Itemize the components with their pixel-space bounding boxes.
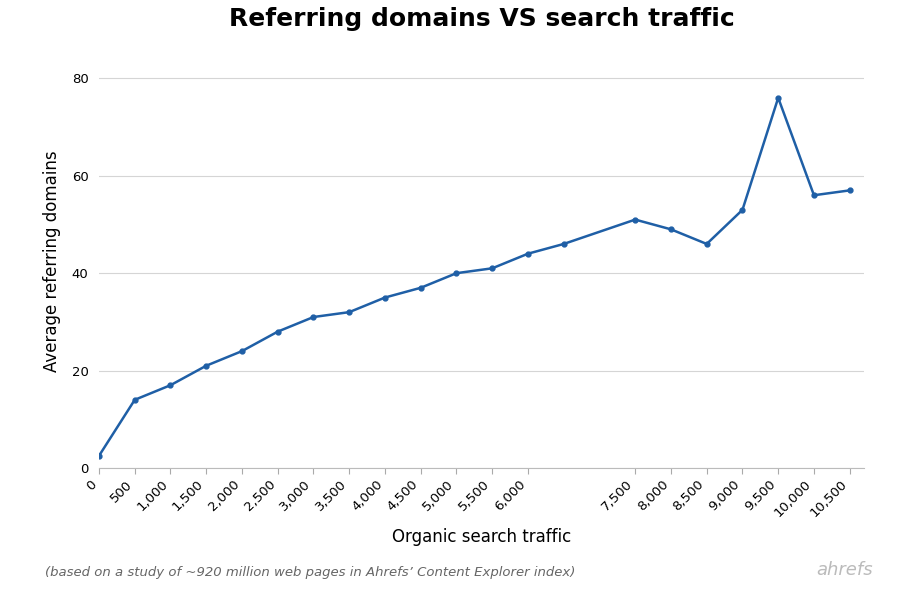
Text: ahrefs: ahrefs (816, 561, 873, 579)
Y-axis label: Average referring domains: Average referring domains (42, 150, 60, 372)
X-axis label: Organic search traffic: Organic search traffic (392, 528, 572, 546)
Text: (based on a study of ~920 million web pages in Ahrefs’ Content Explorer index): (based on a study of ~920 million web pa… (45, 566, 575, 579)
Title: Referring domains VS search traffic: Referring domains VS search traffic (229, 7, 734, 31)
